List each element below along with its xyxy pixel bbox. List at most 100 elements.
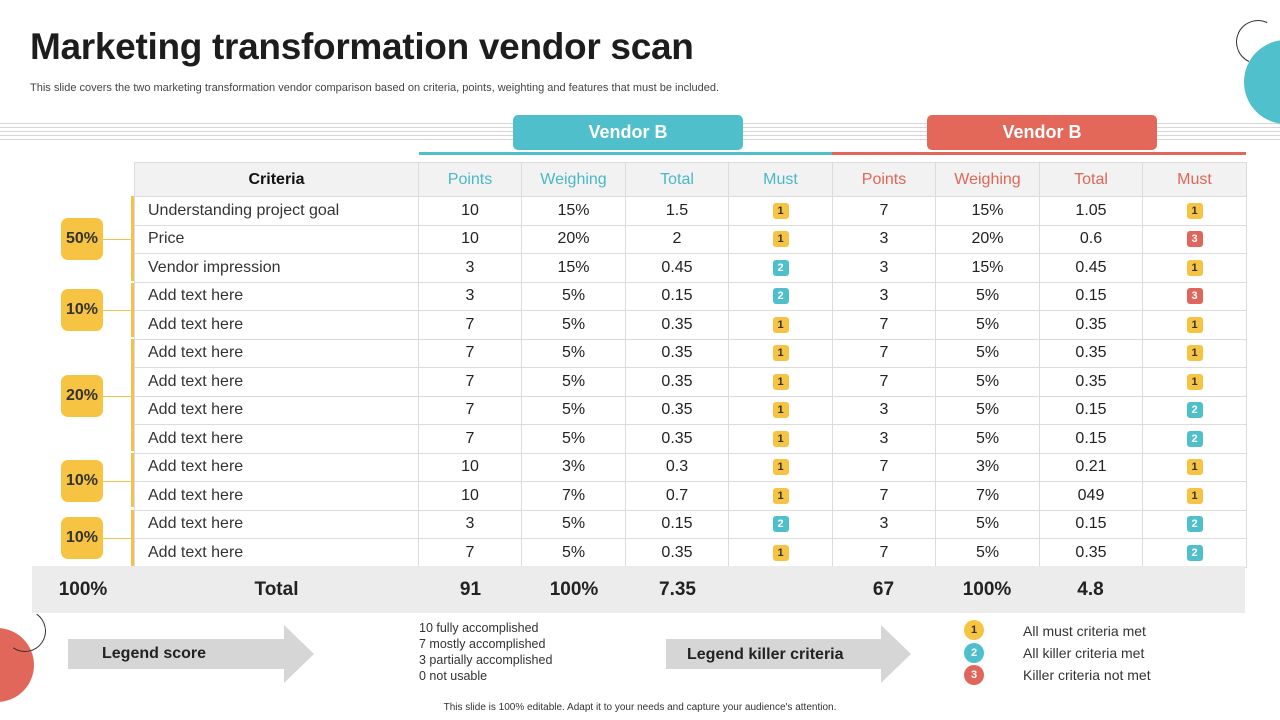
- a-weighing-cell: 15%: [521, 196, 626, 226]
- b-total-cell: 0.35: [1039, 338, 1143, 368]
- a-points-cell: 10: [418, 452, 522, 482]
- b-points-cell: 7: [832, 538, 936, 568]
- a-must-cell: 2: [728, 281, 833, 311]
- must-badge: 2: [1186, 430, 1203, 447]
- a-weighing-cell: 5%: [521, 424, 626, 454]
- a-total-cell: 0.35: [625, 538, 729, 568]
- b-total-cell: 0.15: [1039, 424, 1143, 454]
- table-row: Price 10 20% 2 1 3 20% 0.6 3: [134, 224, 1247, 254]
- group-bar: [131, 510, 135, 566]
- a-total-cell: 0.3: [625, 452, 729, 482]
- a-total-cell: 0.35: [625, 395, 729, 425]
- group-bar: [131, 283, 135, 337]
- table-row: Add text here 7 5% 0.35 1 3 5% 0.15 2: [134, 395, 1247, 425]
- b-points-cell: 3: [832, 253, 936, 283]
- a-weighing-cell: 5%: [521, 281, 626, 311]
- b-weighing-cell: 5%: [935, 367, 1040, 397]
- column-header-a-points: Points: [418, 162, 522, 197]
- a-must-cell: 1: [728, 424, 833, 454]
- criteria-cell: Understanding project goal: [134, 196, 419, 226]
- a-points-cell: 7: [418, 538, 522, 568]
- a-points-cell: 3: [418, 253, 522, 283]
- must-badge: 3: [1186, 231, 1203, 248]
- criteria-cell: Add text here: [134, 452, 419, 482]
- b-must-cell: 3: [1142, 281, 1247, 311]
- b-weighing-cell: 5%: [935, 310, 1040, 340]
- table-row: Add text here 7 5% 0.35 1 7 5% 0.35 2: [134, 538, 1247, 568]
- must-badge: 2: [1186, 402, 1203, 419]
- group-connector: [103, 538, 132, 539]
- vendor-a-header: Vendor B: [513, 115, 743, 150]
- a-points-cell: 10: [418, 224, 522, 254]
- b-must-cell: 1: [1142, 338, 1247, 368]
- a-points-cell: 7: [418, 338, 522, 368]
- total-a-weighing: 100%: [549, 579, 599, 600]
- must-badge: 2: [772, 288, 789, 305]
- column-header-b-must: Must: [1142, 162, 1247, 197]
- a-must-cell: 1: [728, 452, 833, 482]
- legend-killer-label: Killer criteria not met: [1023, 667, 1151, 683]
- group-weight-badge: 10%: [61, 517, 103, 559]
- criteria-cell: Add text here: [134, 338, 419, 368]
- group-weight-badge: 10%: [61, 460, 103, 502]
- b-points-cell: 7: [832, 367, 936, 397]
- a-points-cell: 7: [418, 367, 522, 397]
- criteria-cell: Add text here: [134, 509, 419, 539]
- legend-killer-label: All must criteria met: [1023, 623, 1146, 639]
- b-must-cell: 2: [1142, 509, 1247, 539]
- must-badge: 1: [772, 231, 789, 248]
- a-points-cell: 3: [418, 509, 522, 539]
- b-weighing-cell: 5%: [935, 538, 1040, 568]
- a-must-cell: 1: [728, 338, 833, 368]
- group-bar: [131, 339, 135, 451]
- b-must-cell: 3: [1142, 224, 1247, 254]
- must-badge: 1: [772, 544, 789, 561]
- a-must-cell: 1: [728, 395, 833, 425]
- must-badge: 2: [1186, 516, 1203, 533]
- b-points-cell: 7: [832, 452, 936, 482]
- b-must-cell: 1: [1142, 310, 1247, 340]
- b-weighing-cell: 15%: [935, 196, 1040, 226]
- must-badge: 1: [772, 487, 789, 504]
- b-total-cell: 0.21: [1039, 452, 1143, 482]
- a-must-cell: 1: [728, 481, 833, 511]
- total-row: [32, 566, 1245, 613]
- a-must-cell: 1: [728, 196, 833, 226]
- table-row: Add text here 7 5% 0.35 1 7 5% 0.35 1: [134, 367, 1247, 397]
- legend-killer-item: 2: [964, 643, 984, 663]
- b-points-cell: 3: [832, 509, 936, 539]
- table-row: Add text here 7 5% 0.35 1 7 5% 0.35 1: [134, 310, 1247, 340]
- page-title: Marketing transformation vendor scan: [30, 26, 694, 67]
- b-weighing-cell: 5%: [935, 281, 1040, 311]
- column-header-criteria: Criteria: [134, 162, 419, 197]
- a-must-cell: 1: [728, 224, 833, 254]
- b-total-cell: 0.35: [1039, 310, 1143, 340]
- b-must-cell: 2: [1142, 395, 1247, 425]
- a-must-cell: 2: [728, 253, 833, 283]
- a-total-cell: 0.35: [625, 367, 729, 397]
- total-label: Total: [254, 579, 299, 600]
- legend-killer-label: All killer criteria met: [1023, 645, 1145, 661]
- a-weighing-cell: 5%: [521, 367, 626, 397]
- legend-killer-title: Legend killer criteria: [687, 646, 844, 663]
- criteria-cell: Price: [134, 224, 419, 254]
- a-total-cell: 2: [625, 224, 729, 254]
- group-connector: [103, 239, 132, 240]
- a-total-cell: 0.7: [625, 481, 729, 511]
- a-must-cell: 1: [728, 310, 833, 340]
- criteria-cell: Add text here: [134, 395, 419, 425]
- table-row: Add text here 7 5% 0.35 1 3 5% 0.15 2: [134, 424, 1247, 454]
- b-weighing-cell: 7%: [935, 481, 1040, 511]
- a-must-cell: 2: [728, 509, 833, 539]
- group-bar: [131, 453, 135, 507]
- b-must-cell: 1: [1142, 452, 1247, 482]
- b-must-cell: 1: [1142, 367, 1247, 397]
- must-badge: 2: [1186, 544, 1203, 561]
- must-badge: 1: [772, 430, 789, 447]
- a-total-cell: 0.15: [625, 509, 729, 539]
- must-badge: 1: [1186, 316, 1203, 333]
- b-points-cell: 3: [832, 395, 936, 425]
- arrow-right-icon: [666, 625, 911, 683]
- must-badge: 2: [772, 516, 789, 533]
- b-points-cell: 7: [832, 196, 936, 226]
